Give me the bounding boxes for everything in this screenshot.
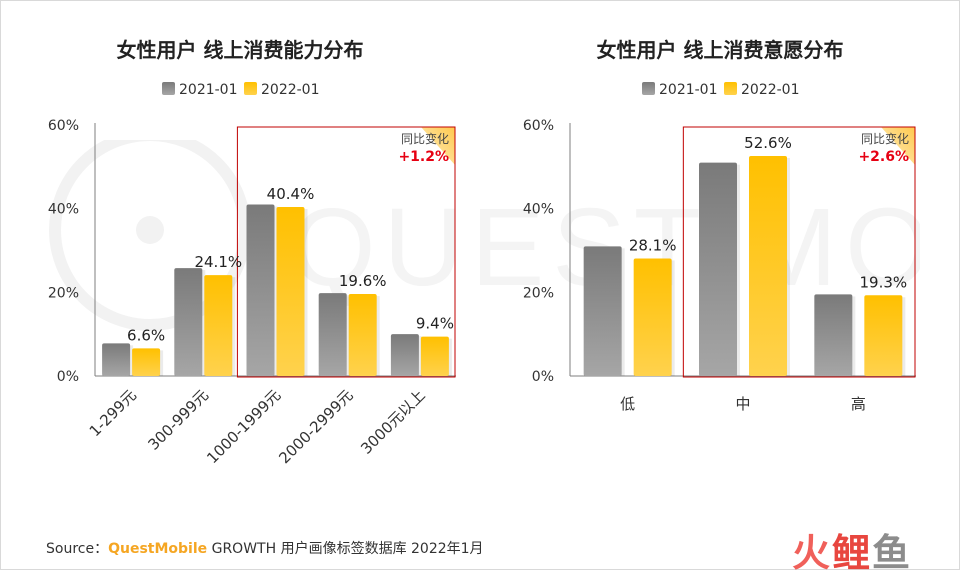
- chart2-data-label-2: 52.6%: [744, 134, 792, 152]
- chart2-category-3: 高: [851, 395, 866, 413]
- chart2-bar-2022-2: [749, 155, 787, 376]
- chart2-change-value: +2.6%: [858, 149, 909, 165]
- chart1-category-4: 2000-2999元: [275, 386, 356, 467]
- chart2-bar-2022-3: [864, 295, 903, 376]
- chart2-ytick-2: 20%: [523, 285, 554, 301]
- chart2-bar-2021-2: [699, 162, 737, 376]
- chart2-bar-2022-1: [633, 258, 672, 376]
- chart2-category-2: 中: [735, 395, 750, 413]
- chart1-bar-2021-2: [174, 268, 203, 376]
- chart2-bar-2021-1: [583, 246, 622, 376]
- watermark-ring-icon: [49, 140, 251, 331]
- chart1-bar-2022-4: [348, 294, 377, 376]
- chart1-legend-swatch-2: [244, 82, 257, 95]
- chart2-data-label-1: 28.1%: [629, 236, 677, 254]
- chart1-change-label: 同比变化: [401, 131, 449, 146]
- chart1-bar-2021-3: [246, 204, 275, 376]
- watermark-dot-icon: [136, 216, 164, 244]
- chart2-legend-swatch-2: [724, 82, 737, 95]
- chart2-ytick-1: 40%: [523, 202, 554, 218]
- chart2-highlight-box: [682, 126, 916, 378]
- chart1-title: 女性用户 线上消费能力分布: [117, 38, 364, 62]
- chart1-bar-2021-4: [318, 293, 347, 376]
- chart1-highlight-box: [236, 126, 456, 378]
- chart2-data-label-3: 19.3%: [860, 273, 908, 291]
- chart1-bar-2022-5: [420, 336, 449, 376]
- chart1-data-label-5: 9.4%: [416, 315, 454, 333]
- chart1-data-label-3: 40.4%: [267, 185, 315, 203]
- chart1-legend-label-2: 2022-01: [261, 82, 320, 98]
- chart2-legend-swatch-1: [642, 82, 655, 95]
- chart2-bar-2021-3: [814, 294, 853, 376]
- chart1-ytick-0: 60%: [48, 118, 79, 134]
- logo-char-1: 火: [792, 531, 833, 575]
- chart1-category-3: 1000-1999元: [203, 386, 284, 467]
- chart1-change-value: +1.2%: [398, 149, 449, 165]
- chart1-bar-2022-2: [204, 275, 233, 376]
- charts-canvas: 女性用户 线上消费能力分布 2021-01 2022-01 60% 40% 20% 0% 同比…: [48, 38, 916, 467]
- source-brand: QuestMobile: [108, 541, 208, 557]
- chart1-bar-2021-1: [102, 343, 131, 376]
- source-text: GROWTH 用户画像标签数据库 2022年1月: [207, 541, 484, 557]
- chart1-legend-label-1: 2021-01: [179, 82, 238, 98]
- chart2-change-label: 同比变化: [861, 131, 909, 146]
- logo-char-2: 鲤: [832, 531, 873, 575]
- chart1-highlight-corner-icon: [421, 127, 455, 165]
- chart2-highlight-corner-icon: [881, 127, 915, 165]
- chart1-category-5: 3000元以上: [357, 386, 429, 458]
- chart1-data-label-2: 24.1%: [194, 253, 242, 271]
- chart1-ytick-2: 20%: [48, 285, 79, 301]
- chart1-category-1: 1-299元: [86, 386, 140, 440]
- chart1-ytick-3: 0%: [57, 369, 79, 385]
- source-footer: Source：QuestMobile GROWTH 用户画像标签数据库 2022…: [46, 538, 484, 558]
- chart2-legend-label-2: 2022-01: [741, 82, 800, 98]
- chart2-ytick-3: 0%: [532, 369, 554, 385]
- chart2-category-1: 低: [620, 395, 635, 413]
- chart1-bar-2022-3: [276, 206, 305, 376]
- chart1-data-label-1: 6.6%: [127, 326, 165, 344]
- chart1-bar-2021-5: [390, 334, 419, 376]
- chart1-legend-swatch-1: [162, 82, 175, 95]
- chart1-ytick-1: 40%: [48, 202, 79, 218]
- chart1-category-2: 300-999元: [144, 386, 212, 454]
- site-logo: 火鲤鱼: [792, 522, 912, 577]
- logo-char-3: 鱼: [872, 531, 913, 575]
- chart2-title: 女性用户 线上消费意愿分布: [597, 38, 844, 62]
- chart2-legend-label-1: 2021-01: [659, 82, 718, 98]
- chart1-data-label-4: 19.6%: [339, 272, 387, 290]
- source-prefix: Source：: [46, 541, 109, 557]
- chart2-ytick-0: 60%: [523, 118, 554, 134]
- chart1-bar-2022-1: [132, 348, 161, 376]
